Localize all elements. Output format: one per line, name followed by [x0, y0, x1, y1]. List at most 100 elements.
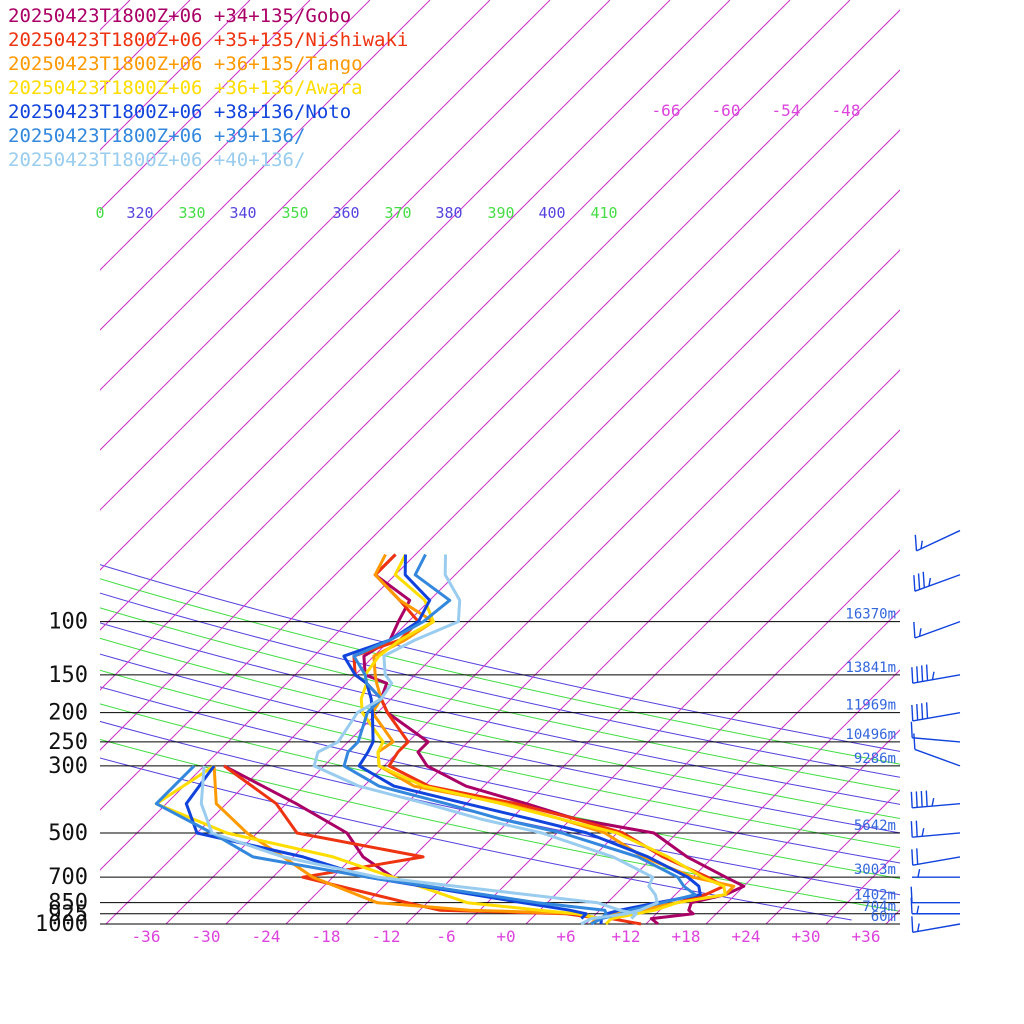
barb-staff	[912, 923, 961, 934]
temperature-tick-label: -18	[312, 927, 341, 946]
barb-feather	[916, 905, 920, 914]
isotherm	[705, 729, 900, 924]
legend: 20250423T1800Z+06 +34+135/Gobo 20250423T…	[8, 4, 408, 172]
pressure-label: 500	[48, 821, 88, 846]
temperature-tick-label: -12	[372, 927, 401, 946]
isotherm	[946, 0, 1024, 924]
theta-label: 370	[384, 204, 411, 222]
isotherm	[405, 429, 900, 924]
dry-adiabat	[100, 607, 900, 792]
wind-barb	[911, 916, 961, 934]
barb-feather	[916, 923, 920, 932]
wind-barb	[911, 664, 961, 684]
barb-feather	[917, 869, 921, 878]
barb-staff	[914, 574, 961, 592]
temperature-tick-label: +18	[672, 927, 701, 946]
dewpoint-line	[223, 764, 394, 879]
isotherm	[100, 9, 900, 811]
isotherm	[100, 0, 491, 391]
barb-feather	[915, 820, 918, 837]
barb-feather	[921, 665, 924, 682]
barb-feather	[928, 577, 932, 587]
theta-label: 330	[178, 204, 205, 222]
barb-feather	[920, 790, 923, 808]
barb-feather	[916, 848, 919, 865]
wind-barb	[910, 790, 961, 809]
height-label: 704m	[862, 899, 896, 915]
isotherm	[465, 489, 900, 924]
wind-barb	[910, 886, 960, 904]
dewpoint-line	[154, 764, 602, 921]
pressure-label: 925	[48, 902, 88, 927]
barb-feather	[916, 704, 919, 721]
theta-label: 380	[435, 204, 462, 222]
isobars	[100, 621, 900, 925]
height-label: 60m	[871, 909, 896, 925]
pressure-label: 200	[48, 701, 88, 726]
temperature-tick-label: -6	[436, 927, 455, 946]
barb-feather	[911, 849, 914, 866]
isotherm	[100, 0, 791, 691]
isotherm	[825, 849, 900, 924]
isotherm	[105, 129, 900, 924]
isotherms	[100, 0, 1024, 924]
barb-staff	[912, 737, 961, 743]
barb-feather	[910, 821, 913, 838]
legend-entry: 20250423T1800Z+06 +40+136/	[8, 149, 306, 171]
temperature-tick-label: +30	[792, 927, 821, 946]
isotherm	[100, 0, 611, 511]
theta-label: 350	[281, 204, 308, 222]
barb-staff	[916, 529, 961, 552]
isotherm	[585, 609, 900, 924]
height-label: 5642m	[854, 818, 896, 834]
barb-feather	[910, 791, 913, 808]
barb-feather	[910, 886, 913, 903]
legend-entry: 20250423T1800Z+06 +34+135/Gobo	[8, 5, 352, 27]
barb-feather	[910, 721, 913, 738]
isotherm	[100, 69, 900, 871]
barb-staff	[912, 711, 961, 722]
theta-label: 320	[126, 204, 153, 222]
dry-adiabat	[100, 592, 900, 778]
wind-barb	[910, 721, 961, 743]
upper-isotherm-label: -54	[772, 101, 801, 120]
temperature-tick-label: +36	[852, 927, 881, 946]
height-label: 11969m	[845, 698, 896, 714]
barb-feather	[913, 621, 916, 639]
isotherm	[765, 789, 900, 924]
pressure-label: 850	[48, 891, 88, 916]
barb-feather	[915, 791, 918, 808]
isotherm	[345, 369, 900, 924]
legend-entry: 20250423T1800Z+06 +36+135/Tango	[8, 53, 363, 75]
barb-staff	[912, 674, 961, 684]
dry-adiabat	[100, 637, 900, 819]
wind-barb	[910, 897, 960, 915]
wind-barb	[911, 702, 961, 722]
height-label: 16370m	[845, 607, 896, 623]
isotherm	[100, 0, 431, 331]
barb-feather	[911, 916, 914, 933]
isotherm	[285, 309, 900, 924]
barb-staff	[914, 748, 961, 767]
temperature-tick-label: -30	[192, 927, 221, 946]
isotherm	[885, 909, 900, 924]
profile-series	[154, 553, 746, 926]
temperature-tick-label: -24	[252, 927, 281, 946]
pressure-label: 250	[48, 730, 88, 755]
barb-feather	[917, 573, 921, 590]
isotherm	[100, 0, 851, 751]
temperature-line	[342, 553, 697, 926]
temperature-tick-label: +0	[496, 927, 515, 946]
dry-adiabat	[100, 720, 900, 896]
barb-feather	[925, 702, 929, 719]
wind-barb	[913, 733, 961, 767]
temperature-tick-label: +12	[612, 927, 641, 946]
isotherm	[100, 0, 731, 631]
pressure-label: 300	[48, 754, 88, 779]
theta-label: 340	[229, 204, 256, 222]
wind-barb	[914, 529, 961, 552]
height-label: 10496m	[845, 727, 896, 743]
wind-barb	[912, 869, 960, 878]
dewpoint-line	[199, 765, 638, 920]
pressure-label: 100	[48, 610, 88, 635]
